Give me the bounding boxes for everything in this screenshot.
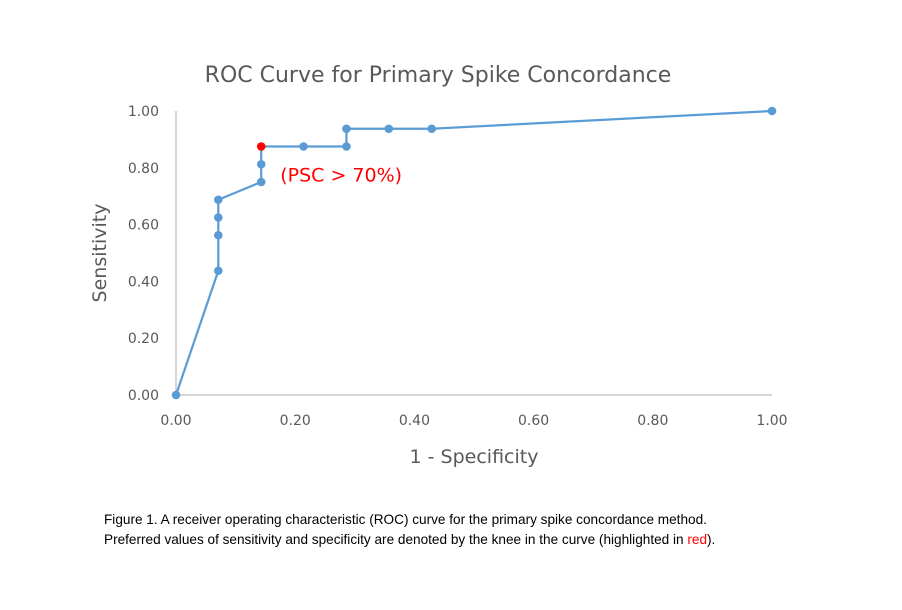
highlighted-knee-point	[256, 142, 266, 151]
y-tick-label: 0.40	[128, 274, 159, 290]
roc-data-point	[214, 266, 223, 276]
y-tick-label: 0.60	[128, 218, 159, 234]
x-tick-label: 1.00	[756, 413, 787, 429]
x-tick-label: 0.20	[280, 413, 311, 429]
roc-chart: ROC Curve for Primary Spike Concordance …	[89, 63, 788, 468]
caption-line-2-end: ).	[707, 532, 716, 547]
roc-data-point	[342, 124, 351, 134]
roc-data-point	[171, 390, 181, 400]
roc-data-point	[384, 124, 394, 134]
roc-data-point	[214, 213, 223, 222]
roc-data-point	[342, 142, 351, 151]
caption-line-1: Figure 1. A receiver operating character…	[104, 512, 707, 527]
x-tick-label: 0.60	[518, 413, 549, 429]
caption-red-word: red	[687, 532, 708, 547]
y-tick-label: 0.00	[128, 388, 159, 404]
caption-line-2-text: Preferred values of sensitivity and spec…	[104, 532, 688, 547]
x-axis-label: 1 - Specificity	[410, 446, 539, 468]
roc-data-point	[214, 230, 223, 240]
figure-caption: Figure 1. A receiver operating character…	[104, 510, 715, 550]
chart-title: ROC Curve for Primary Spike Concordance	[205, 63, 672, 88]
y-tick-labels: 0.00 0.20 0.40 0.60 0.80 1.00	[128, 104, 159, 404]
y-tick-label: 0.80	[128, 161, 159, 177]
x-tick-labels: 0.00 0.20 0.40 0.60 0.80 1.00	[160, 413, 787, 429]
roc-series-line	[174, 109, 773, 396]
roc-data-point	[214, 195, 223, 205]
roc-data-point	[767, 106, 777, 116]
x-tick-label: 0.40	[399, 413, 430, 429]
roc-data-point	[299, 142, 308, 151]
y-tick-label: 1.00	[128, 104, 159, 120]
y-axis-label: Sensitivity	[89, 204, 111, 303]
x-tick-label: 0.00	[160, 413, 191, 429]
roc-data-point	[256, 177, 266, 187]
roc-data-point	[427, 124, 436, 134]
y-tick-label: 0.20	[128, 331, 159, 347]
roc-data-point	[256, 159, 266, 169]
x-tick-label: 0.80	[637, 413, 668, 429]
psc-threshold-annotation: (PSC > 70%)	[280, 165, 402, 187]
roc-markers	[171, 106, 777, 400]
caption-line-2: Preferred values of sensitivity and spec…	[104, 530, 715, 550]
